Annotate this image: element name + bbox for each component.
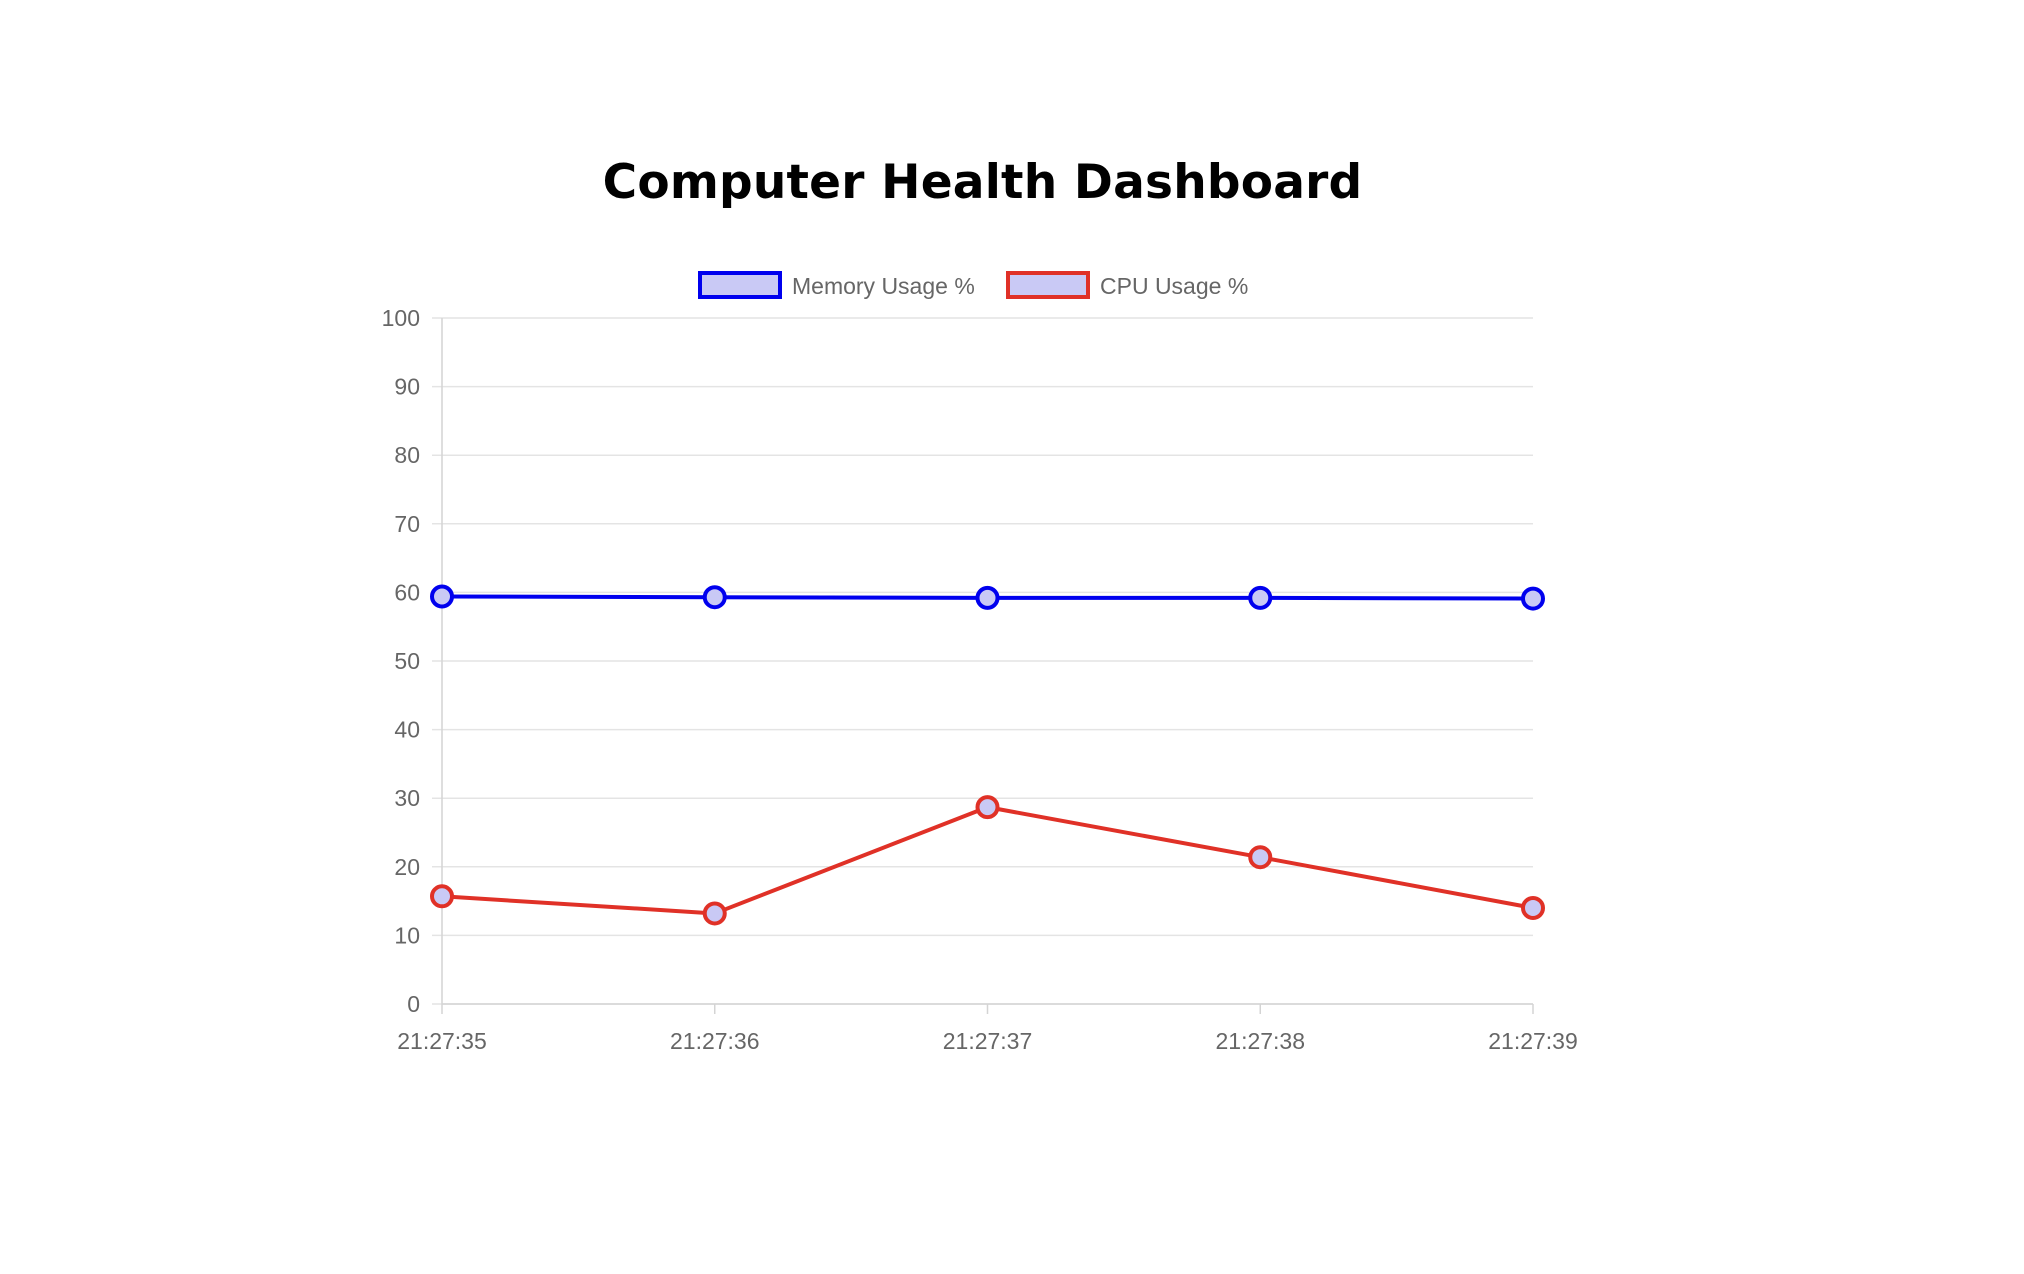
y-tick-label: 30 [394, 785, 420, 811]
legend-swatch [1006, 271, 1090, 299]
data-point-memory-usage[interactable] [975, 585, 1000, 610]
x-tick-label: 21:27:38 [1215, 1028, 1305, 1054]
data-point-memory-usage[interactable] [702, 585, 727, 610]
data-point-cpu-usage[interactable] [975, 795, 1000, 820]
data-point-cpu-usage[interactable] [430, 884, 454, 909]
y-tick-label: 40 [394, 717, 420, 743]
y-tick-label: 80 [394, 442, 420, 468]
y-tick-label: 60 [394, 579, 420, 605]
legend-item-memory-usage[interactable]: Memory Usage % [698, 271, 975, 299]
x-tick-label: 21:27:35 [397, 1028, 487, 1054]
data-point-cpu-usage[interactable] [1248, 845, 1273, 870]
data-point-cpu-usage[interactable] [702, 901, 727, 926]
data-point-memory-usage[interactable] [1248, 585, 1273, 610]
axes [441, 318, 1534, 1014]
grid-lines [432, 317, 1533, 1005]
y-tick-label: 20 [394, 854, 420, 880]
data-point-memory-usage[interactable] [430, 584, 454, 609]
x-tick-label: 21:27:36 [670, 1028, 760, 1054]
y-tick-label: 70 [394, 511, 420, 537]
legend-label: Memory Usage % [792, 273, 975, 299]
page-title: Computer Health Dashboard [602, 155, 1363, 210]
x-tick-label: 21:27:37 [943, 1028, 1033, 1054]
legend-swatch [698, 271, 782, 299]
legend-item-cpu-usage[interactable]: CPU Usage % [1006, 271, 1248, 299]
y-tick-label: 90 [394, 374, 420, 400]
data-point-cpu-usage[interactable] [1521, 895, 1545, 920]
y-tick-label: 10 [394, 922, 420, 948]
y-axis-ticks: 0 10 20 30 40 50 60 70 80 90 100 [382, 305, 420, 1017]
y-tick-label: 0 [407, 991, 420, 1017]
legend[interactable]: Memory Usage % CPU Usage % [698, 271, 1248, 299]
x-axis-ticks: 21:27:35 21:27:36 21:27:37 21:27:38 21:27:39 [397, 1028, 1578, 1054]
series [430, 584, 1545, 926]
y-tick-label: 50 [394, 648, 420, 674]
legend-label: CPU Usage % [1100, 273, 1248, 299]
data-point-memory-usage[interactable] [1521, 586, 1545, 611]
series-line-cpu-usage [441, 805, 1534, 916]
y-tick-label: 100 [382, 305, 420, 331]
x-tick-label: 21:27:39 [1488, 1028, 1578, 1054]
